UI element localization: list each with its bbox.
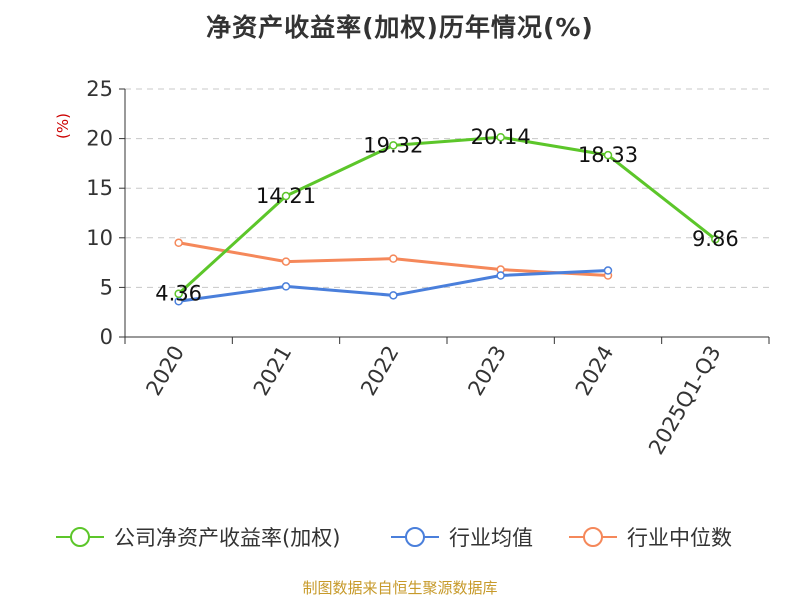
x-tick-label: 2021 [249, 342, 297, 400]
y-tick-label: 0 [100, 325, 113, 349]
legend-label: 行业均值 [449, 526, 533, 550]
y-tick-label: 10 [86, 226, 113, 250]
series-line [177, 135, 717, 295]
data-label: 4.36 [155, 282, 202, 306]
data-point [174, 238, 183, 248]
legend-item[interactable]: 行业均值 [391, 526, 533, 550]
data-point [711, 234, 720, 244]
x-tick-label: 2025Q1-Q3 [644, 342, 726, 459]
legend-marker [405, 527, 425, 547]
legend-label: 公司净资产收益率(加权) [114, 526, 340, 550]
data-point [389, 291, 398, 300]
data-point [603, 150, 613, 160]
data-point [281, 282, 291, 291]
y-tick-label: 15 [86, 176, 113, 200]
legend-item[interactable]: 公司净资产收益率(加权) [56, 526, 340, 550]
data-label: 20.14 [471, 125, 531, 149]
data-point [174, 289, 183, 298]
data-source-note: 制图数据来自恒生聚源数据库 [302, 579, 498, 597]
data-point [496, 132, 505, 142]
y-axis-unit-label: (%) [54, 113, 72, 139]
legend-label: 行业中位数 [627, 526, 732, 550]
data-labels: 4.36 14.21 19.32 20.14 18.33 9.86 [155, 125, 738, 306]
data-label: 18.33 [578, 143, 638, 167]
legend-marker [70, 527, 90, 547]
y-tick-label: 20 [86, 127, 113, 151]
data-label: 14.21 [256, 184, 316, 208]
y-tick-label: 25 [86, 77, 113, 101]
data-point [281, 191, 291, 201]
data-label: 19.32 [363, 133, 423, 157]
y-tick-label: 5 [100, 275, 113, 299]
data-point [603, 266, 613, 275]
data-point [281, 257, 291, 266]
x-tick-label: 2023 [463, 341, 511, 399]
x-tick-label: 2024 [571, 342, 619, 400]
data-point [389, 141, 398, 150]
data-label: 9.86 [692, 227, 739, 251]
x-tick-label: 2020 [141, 342, 189, 400]
legend-item[interactable]: 行业中位数 [569, 526, 732, 550]
axes: 0 5 10 15 20 25 2020 2021 2022 2023 2024 2025Q1-Q3 [86, 77, 770, 459]
chart-title: 净资产收益率(加权)历年情况(%) [206, 13, 594, 42]
grid-lines [125, 88, 769, 288]
legend: 公司净资产收益率(加权) 行业均值 行业中位数 [56, 526, 732, 550]
series-layer [174, 132, 720, 306]
data-point [496, 271, 505, 280]
data-point [389, 254, 398, 263]
x-tick-label: 2022 [356, 342, 404, 400]
legend-marker [583, 527, 603, 547]
